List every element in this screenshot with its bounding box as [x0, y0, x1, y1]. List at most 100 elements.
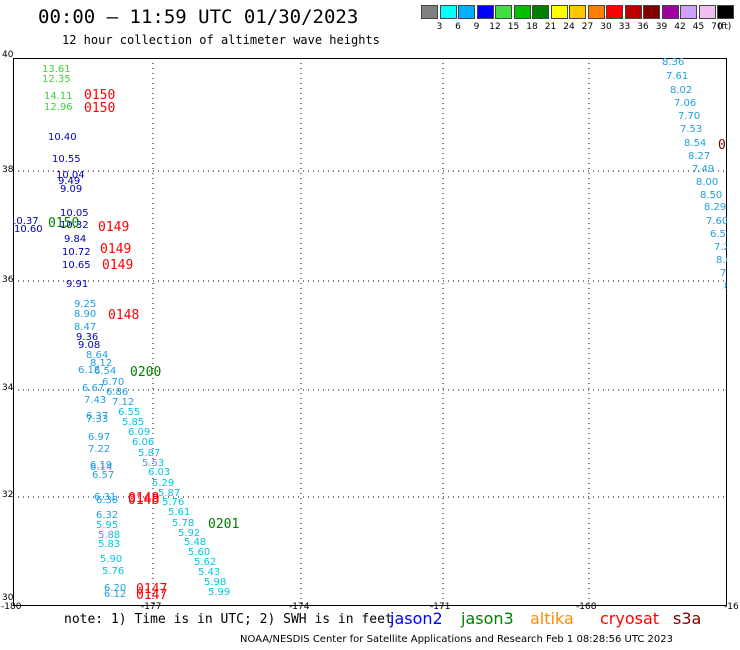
map-subtitle: 12 hour collection of altimeter wave hei… — [62, 33, 380, 47]
map-title: 00:00 – 11:59 UTC 01/30/2023 — [38, 6, 359, 28]
longitude-tick-label: -168 — [576, 602, 597, 612]
wave-height-label: 6.67 — [82, 383, 104, 394]
wave-height-label: 5.95 — [96, 520, 118, 531]
wave-height-label: 9.49 — [58, 176, 80, 187]
color-scale-tick-label: 9 — [473, 22, 480, 32]
wave-height-label: 6.55 — [118, 407, 140, 418]
wave-height-label: 8.02 — [670, 85, 692, 96]
color-swatch — [606, 5, 623, 19]
wave-height-label: 10.40 — [48, 132, 77, 143]
wave-height-label: 5.83 — [98, 539, 120, 550]
color-swatch — [439, 5, 457, 19]
wave-height-label: 5.87 — [138, 448, 160, 459]
wave-height-label: 8.50 — [700, 190, 722, 201]
wave-height-label: 9.08 — [78, 340, 100, 351]
color-swatch — [698, 5, 716, 19]
wave-height-label: 7.06 — [674, 98, 696, 109]
color-scale-tick-label: 39 — [655, 22, 668, 32]
latitude-tick-label: 34 — [2, 383, 14, 393]
wave-height-label: 8.00 — [696, 177, 718, 188]
wave-height-label: 7.88 — [720, 268, 727, 279]
wave-height-label: 5.29 — [152, 478, 174, 489]
color-swatch — [476, 5, 494, 19]
pass-time-label: 0148 — [128, 493, 159, 508]
pass-time-label: 0148 — [128, 491, 159, 506]
wave-height-label: 8.47 — [74, 322, 96, 333]
wave-height-label: 5.87 — [158, 488, 180, 499]
pass-time-label: 0201 — [208, 517, 239, 532]
pass-time-label: 0150 — [84, 101, 115, 116]
color-scale-tick-label: 33 — [618, 22, 631, 32]
satellite-legend-item-s3a: s3a — [673, 609, 702, 628]
wave-height-label: 8.0 — [724, 281, 727, 292]
wave-height-label: 9.91 — [66, 279, 88, 290]
color-swatch — [569, 5, 586, 19]
wave-height-label: 5.85 — [122, 417, 144, 428]
color-scale-tick-label: 15 — [507, 22, 520, 32]
color-scale-tick-label: 70 — [711, 22, 723, 32]
wave-height-label: 13.61 — [42, 64, 71, 75]
color-swatch — [421, 5, 438, 19]
wave-height-label: 10.55 — [52, 154, 81, 165]
plot-frame — [13, 58, 727, 606]
wave-height-label: 12.35 — [42, 74, 71, 85]
wave-height-label: 6.09 — [128, 427, 150, 438]
wave-height-label: 6.54 — [94, 366, 116, 377]
pass-time-label: 0147 — [136, 588, 167, 603]
pass-time-label: 0149 — [98, 220, 129, 235]
pass-time-label: 08 — [718, 138, 727, 153]
wave-height-label: 6.38 — [96, 495, 118, 506]
color-scale-unit: (ft) — [717, 22, 732, 32]
longitude-tick-label: -174 — [289, 602, 310, 612]
satellite-legend-item-jason2: jason2 — [390, 609, 443, 628]
satellite-legend-item-jason3: jason3 — [461, 609, 514, 628]
wave-height-label: 7.49 — [692, 164, 714, 175]
wave-height-label: 7.53 — [680, 124, 702, 135]
wave-height-label: 8.64 — [86, 350, 108, 361]
wave-height-label: 5.48 — [184, 537, 206, 548]
wave-height-label: 8.00 — [716, 255, 727, 266]
color-scale-legend: 3 6 9 12 15 18 21 24 27 30 33 36 39 42 45 70 (ft) — [421, 5, 738, 35]
latitude-tick-label: 40 — [2, 50, 14, 60]
wave-height-label: 7.22 — [88, 444, 110, 455]
color-scale-tick-label: 6 — [455, 22, 461, 32]
pass-time-label: 0149 — [102, 258, 133, 273]
wave-height-label: 5.76 — [102, 566, 124, 577]
wave-height-label: 8.27 — [688, 151, 710, 162]
wave-height-label: 8.29 — [704, 202, 726, 213]
color-scale-tick-label: 12 — [489, 22, 501, 32]
wave-height-label: 6.14 — [90, 462, 112, 473]
color-swatch — [717, 5, 734, 19]
wave-height-label: 10.65 — [62, 260, 91, 271]
pass-time-label: 0149 — [100, 242, 131, 257]
wave-height-label: 10.05 — [60, 208, 89, 219]
color-scale-tick-label: 30 — [600, 22, 612, 32]
wave-height-label: 6.37 — [86, 411, 108, 422]
graticule — [13, 58, 727, 606]
color-swatch — [624, 5, 642, 19]
wave-height-label: 7.61 — [666, 71, 688, 82]
wave-height-label: 12.96 — [44, 102, 73, 113]
wave-height-label: 6.20 — [104, 583, 126, 594]
wave-height-label: 8.90 — [74, 309, 96, 320]
wave-height-label: 5.92 — [178, 528, 200, 539]
latitude-tick-label: 32 — [2, 490, 14, 500]
wave-height-label: 7.12 — [112, 397, 134, 408]
color-swatch — [495, 5, 512, 19]
color-swatch — [532, 5, 549, 19]
credit-line: NOAA/NESDIS Center for Satellite Applica… — [240, 634, 673, 645]
pass-time-label: 0148 — [108, 308, 139, 323]
wave-height-label: 6.56 — [710, 229, 727, 240]
wave-height-label: 7.60 — [706, 216, 727, 227]
wave-height-label: 6.70 — [102, 377, 124, 388]
wave-height-label: 14.11 — [44, 91, 73, 102]
wave-height-label: 5.60 — [188, 547, 210, 558]
color-swatch — [661, 5, 679, 19]
wave-height-label: 6.31 — [94, 492, 116, 503]
wave-height-label: 5.61 — [168, 507, 190, 518]
wave-height-label: 6.03 — [148, 467, 170, 478]
latitude-tick-label: 30 — [2, 593, 14, 603]
wave-height-label: 10.04 — [56, 170, 85, 181]
